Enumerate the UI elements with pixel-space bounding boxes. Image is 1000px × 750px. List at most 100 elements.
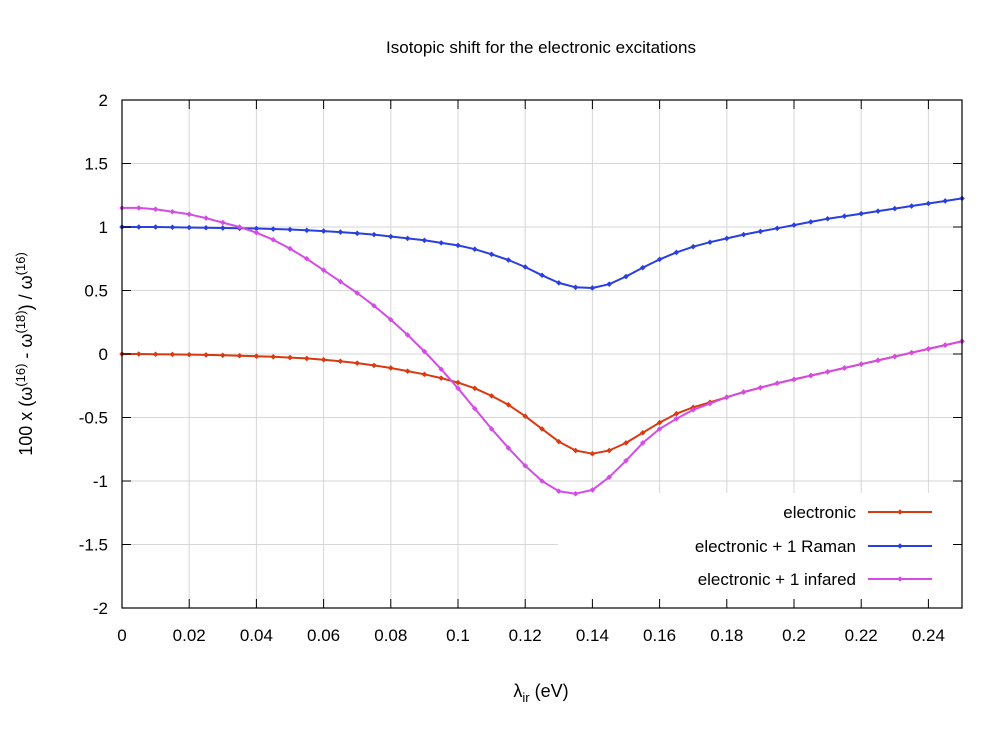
- data-point: [757, 384, 764, 391]
- x-tick-label: 0.24: [912, 626, 945, 645]
- data-point: [724, 394, 730, 400]
- data-point: [320, 228, 327, 234]
- legend: electronic electronic + 1 Raman electronic…: [695, 503, 932, 589]
- data-point: [354, 230, 360, 237]
- data-point: [892, 353, 898, 360]
- data-point: [707, 400, 713, 407]
- data-point: [203, 224, 209, 231]
- axis-ticks: [121, 99, 962, 609]
- data-point: [925, 346, 932, 352]
- data-point: [908, 203, 915, 209]
- data-point: [287, 245, 293, 252]
- data-point: [539, 426, 545, 432]
- data-point: [589, 450, 596, 457]
- data-point: [791, 222, 797, 228]
- data-point: [438, 240, 444, 246]
- series-line: [122, 206, 963, 495]
- data-point: [892, 205, 898, 212]
- data-point: [354, 360, 360, 366]
- data-point: [304, 227, 310, 234]
- chart-title: Isotopic shift for the electronic excita…: [386, 38, 696, 57]
- y-tick-label: -0.5: [79, 409, 108, 428]
- x-tick-label: 0.06: [307, 626, 340, 645]
- data-point: [505, 402, 512, 408]
- y-axis-label-part: - ω: [16, 334, 36, 364]
- y-axis-label-superscript: (16): [13, 364, 28, 387]
- data-point: [186, 224, 192, 231]
- y-tick-label: 2: [99, 91, 108, 110]
- y-tick-label: -2: [93, 599, 108, 618]
- data-point: [220, 225, 226, 231]
- data-point: [539, 478, 545, 484]
- y-axis-label: 100 x (ω(16) - ω(18)) / ω(16): [13, 252, 36, 456]
- series-2: [119, 205, 965, 497]
- data-point: [841, 365, 848, 371]
- data-point: [522, 413, 528, 420]
- data-point: [572, 284, 579, 291]
- data-point: [505, 257, 512, 263]
- data-point: [808, 219, 814, 225]
- data-point: [556, 438, 562, 445]
- data-point: [908, 349, 915, 356]
- x-tick-label: 0: [117, 626, 126, 645]
- series-lines: [119, 195, 965, 497]
- y-tick-label: 0: [99, 345, 108, 364]
- data-point: [320, 267, 327, 273]
- data-point: [690, 243, 696, 250]
- data-point: [371, 362, 377, 369]
- data-point: [875, 357, 881, 364]
- data-point: [220, 352, 226, 359]
- data-point: [186, 351, 192, 358]
- data-point: [136, 224, 142, 230]
- data-point: [539, 272, 545, 279]
- data-point: [337, 358, 344, 365]
- series-0: [119, 338, 965, 457]
- legend-label: electronic: [783, 503, 856, 522]
- x-tick-label: 0.14: [576, 626, 609, 645]
- x-tick-label: 0.1: [446, 626, 470, 645]
- data-point: [152, 351, 159, 358]
- data-point: [875, 208, 881, 214]
- x-tick-label: 0.04: [240, 626, 273, 645]
- data-point: [388, 233, 394, 240]
- data-point: [388, 365, 394, 371]
- x-tick-label: 0.08: [374, 626, 407, 645]
- y-tick-label: 1: [99, 218, 108, 237]
- data-point: [488, 426, 495, 432]
- data-point: [421, 348, 428, 355]
- y-axis-label-superscript: (16): [13, 252, 28, 275]
- y-axis-label-superscript: (18): [13, 310, 28, 333]
- data-point: [640, 264, 646, 271]
- x-tick-label: 0.12: [509, 626, 542, 645]
- data-point: [152, 206, 159, 213]
- data-point: [925, 200, 932, 207]
- data-point: [169, 351, 176, 358]
- data-point: [690, 407, 696, 413]
- data-point: [455, 385, 461, 392]
- data-point: [421, 237, 428, 244]
- data-point: [404, 332, 411, 338]
- data-point: [572, 447, 579, 454]
- data-point: [623, 273, 629, 280]
- data-point: [556, 280, 562, 286]
- data-point: [623, 440, 629, 446]
- data-point: [488, 251, 495, 258]
- y-axis-label-part: 100 x (ω: [16, 387, 36, 456]
- data-point: [505, 445, 512, 451]
- data-point: [152, 224, 159, 230]
- series-line: [122, 340, 963, 455]
- data-point: [673, 410, 680, 417]
- data-point: [236, 352, 243, 359]
- data-point: [337, 229, 344, 235]
- data-point: [556, 488, 562, 494]
- data-point: [404, 368, 411, 374]
- legend-marker: [897, 543, 903, 549]
- data-point: [824, 368, 831, 375]
- data-point: [304, 355, 310, 362]
- data-point: [438, 375, 444, 381]
- data-point: [673, 249, 680, 256]
- data-point: [455, 242, 461, 249]
- data-point: [707, 239, 713, 246]
- data-point: [304, 255, 310, 262]
